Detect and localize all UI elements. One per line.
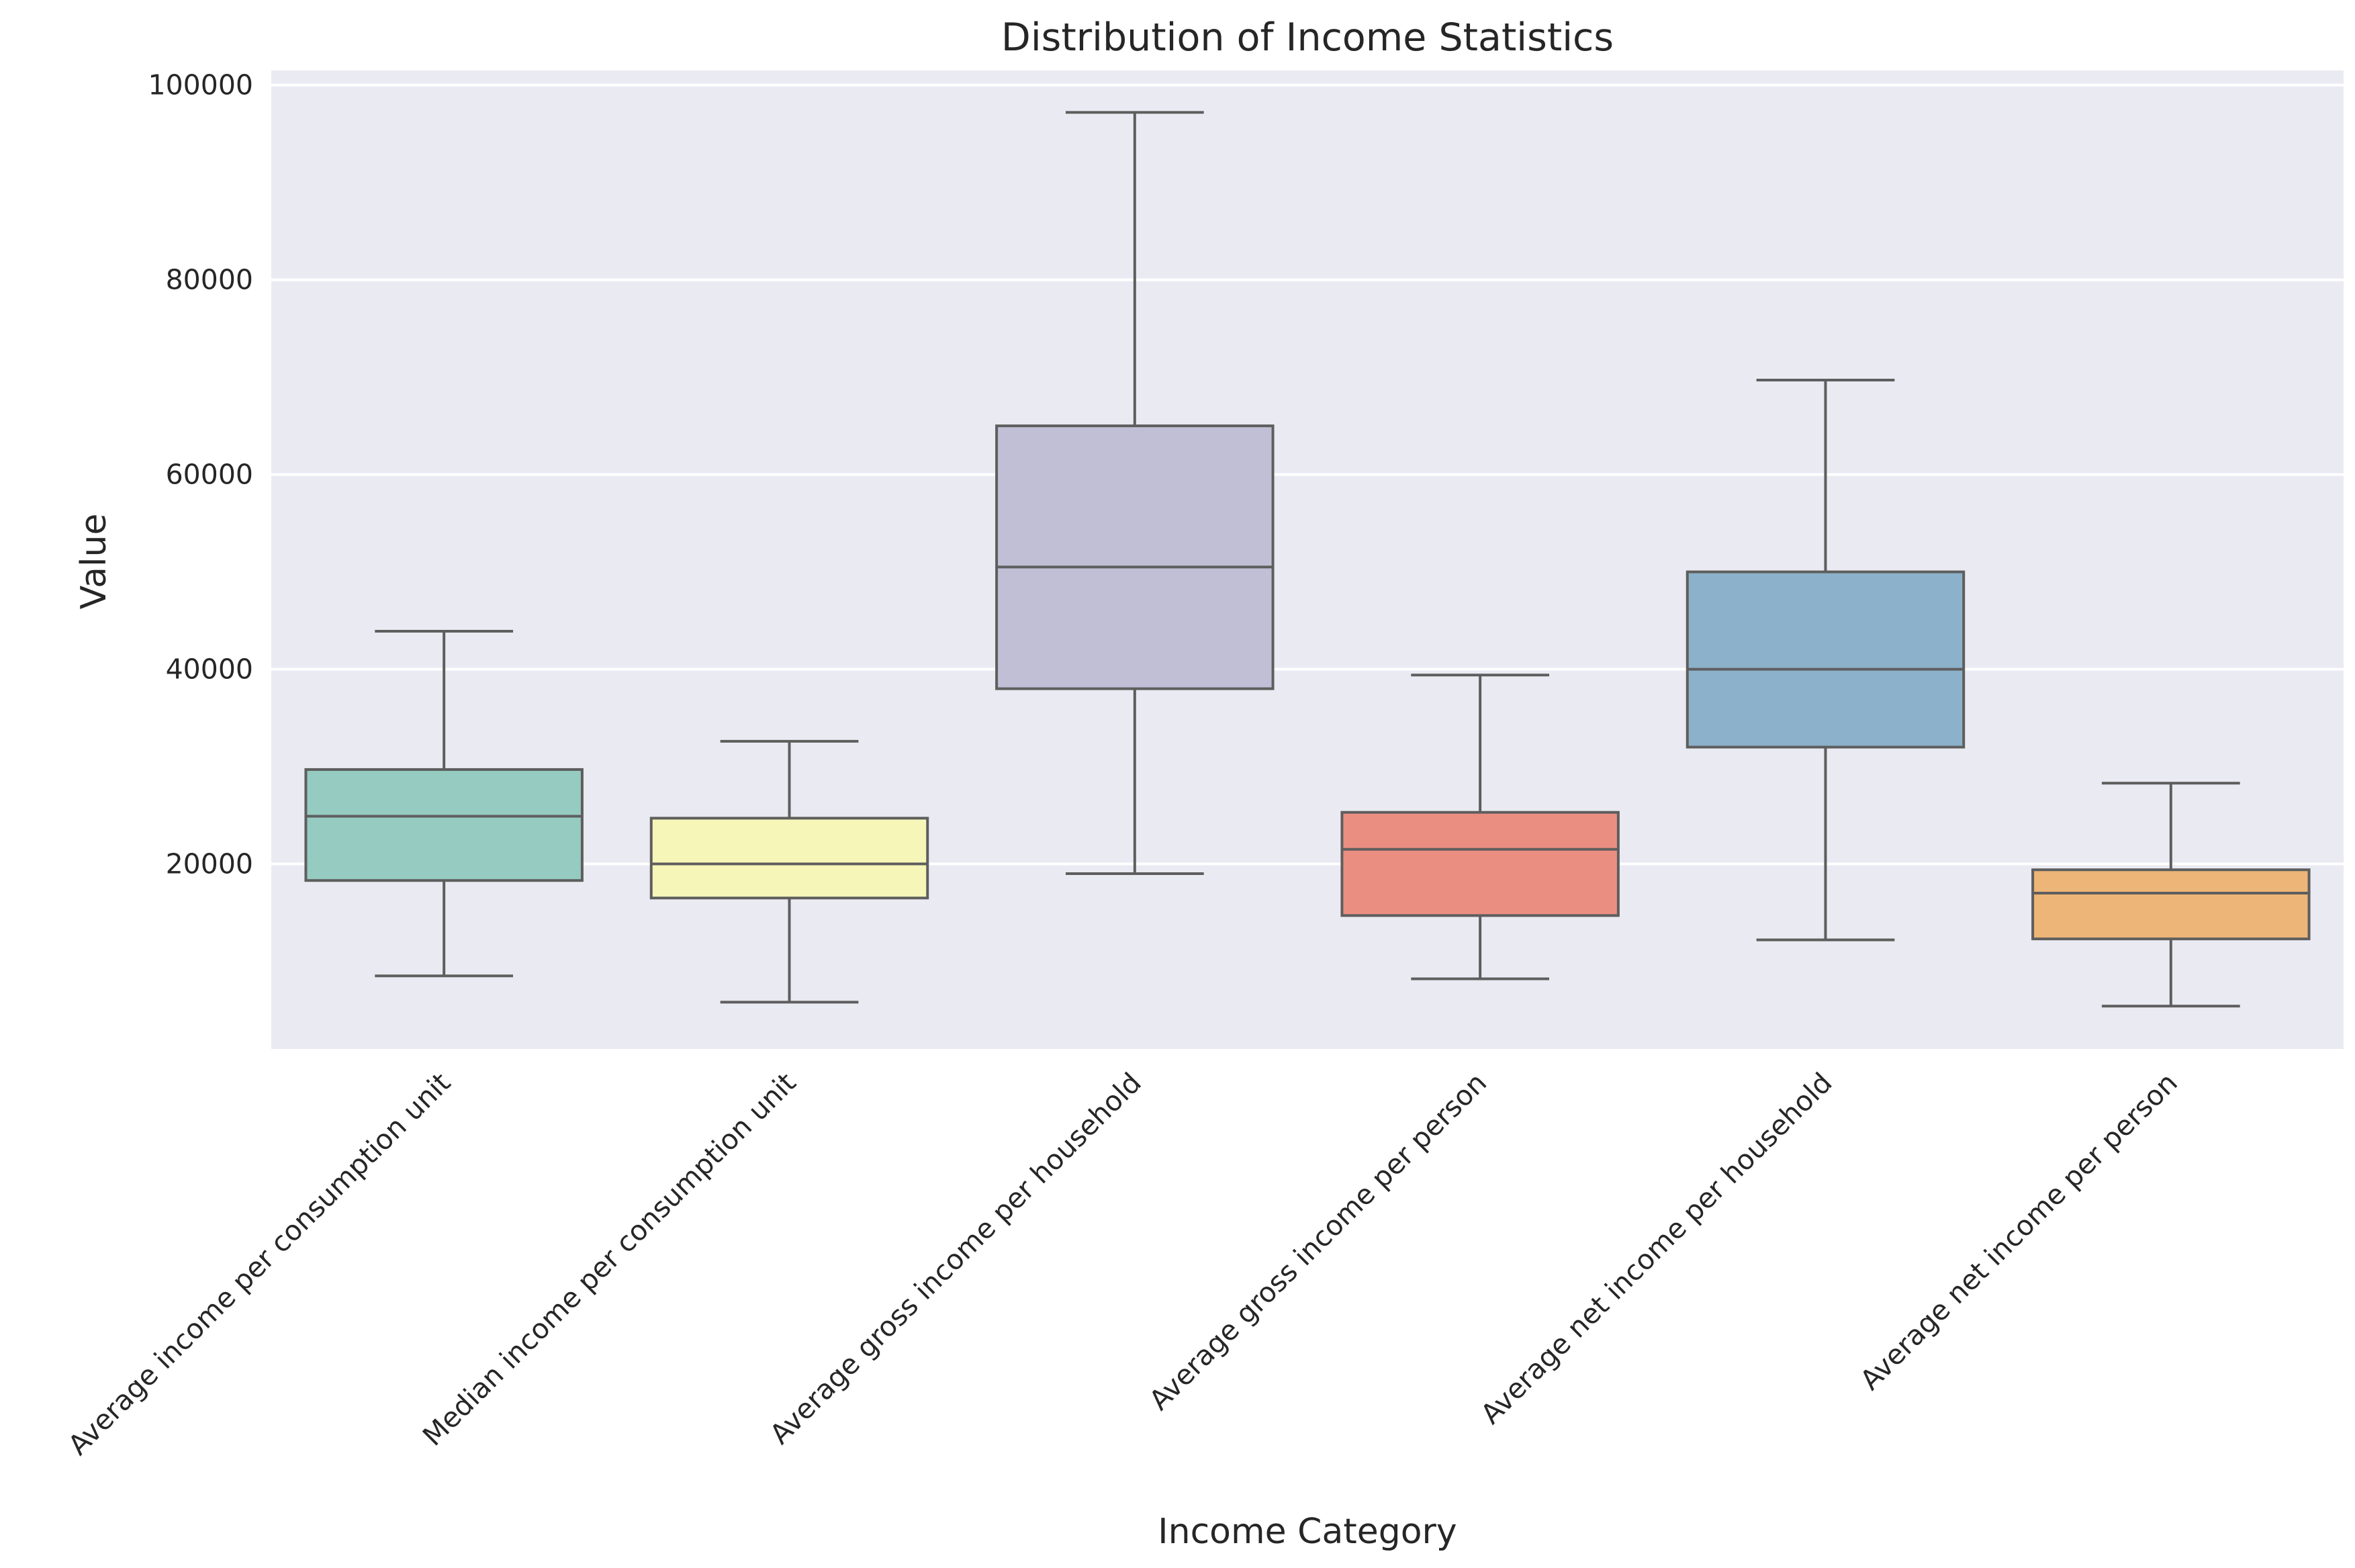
box-6 xyxy=(2031,782,2311,1008)
box-4 xyxy=(1340,674,1620,980)
y-tick-label: 80000 xyxy=(166,264,253,296)
chart-title: Distribution of Income Statistics xyxy=(1001,15,1614,60)
y-axis-label: Value xyxy=(74,514,114,610)
y-tick-label: 20000 xyxy=(166,848,253,880)
box-1 xyxy=(304,630,584,978)
y-tick-labels: 20000 40000 60000 80000 100000 xyxy=(148,69,253,880)
iqr-box xyxy=(649,817,929,900)
x-axis-label: Income Category xyxy=(1158,1512,1457,1552)
iqr-box xyxy=(1340,811,1620,917)
boxes xyxy=(304,111,2311,1008)
box-5 xyxy=(1686,379,1966,941)
y-tick-label: 60000 xyxy=(166,459,253,491)
gridlines xyxy=(271,83,2344,866)
box-3 xyxy=(995,111,1275,876)
box-2 xyxy=(649,739,929,1004)
y-tick-label: 40000 xyxy=(166,653,253,686)
iqr-box xyxy=(995,424,1275,690)
iqr-box xyxy=(1686,570,1966,749)
y-tick-label: 100000 xyxy=(148,69,253,101)
iqr-box xyxy=(2031,868,2311,941)
iqr-box xyxy=(304,768,584,882)
plot-area xyxy=(271,71,2344,1049)
